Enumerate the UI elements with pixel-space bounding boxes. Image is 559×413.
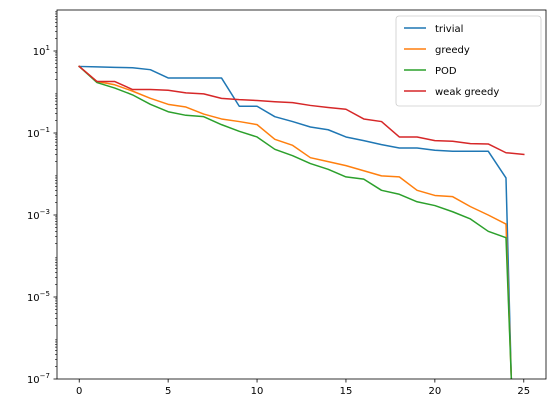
x-tick-label: 10 [251, 386, 264, 397]
y-tick-label: 10−5 [27, 290, 50, 304]
legend-label: POD [435, 66, 457, 77]
legend-label: weak greedy [435, 87, 499, 98]
series-line-POD [78, 65, 513, 379]
series-line-trivial [78, 65, 513, 379]
x-tick-label: 15 [340, 386, 353, 397]
y-tick-label: 101 [33, 44, 50, 58]
y-tick-label: 10−7 [27, 372, 50, 386]
axes-frame [56, 9, 547, 380]
plot-area [56, 9, 547, 380]
x-tick-label: 25 [517, 386, 530, 397]
legend-box [395, 15, 542, 107]
legend: trivial greedy POD weak greedy [395, 15, 542, 107]
y-axis: 10−7 10−5 10−3 10−1 101 [27, 11, 57, 386]
x-tick-label: 0 [76, 386, 82, 397]
x-axis: 0 5 10 15 20 25 [76, 379, 530, 397]
x-tick-label: 20 [428, 386, 441, 397]
x-tick-label: 5 [165, 386, 171, 397]
y-tick-label: 10−1 [27, 126, 50, 140]
legend-label: greedy [435, 45, 470, 56]
legend-label: trivial [435, 24, 463, 35]
y-tick-label: 10−3 [27, 208, 50, 222]
series-line-greedy [78, 65, 513, 379]
series-line-weak-greedy [78, 65, 525, 156]
